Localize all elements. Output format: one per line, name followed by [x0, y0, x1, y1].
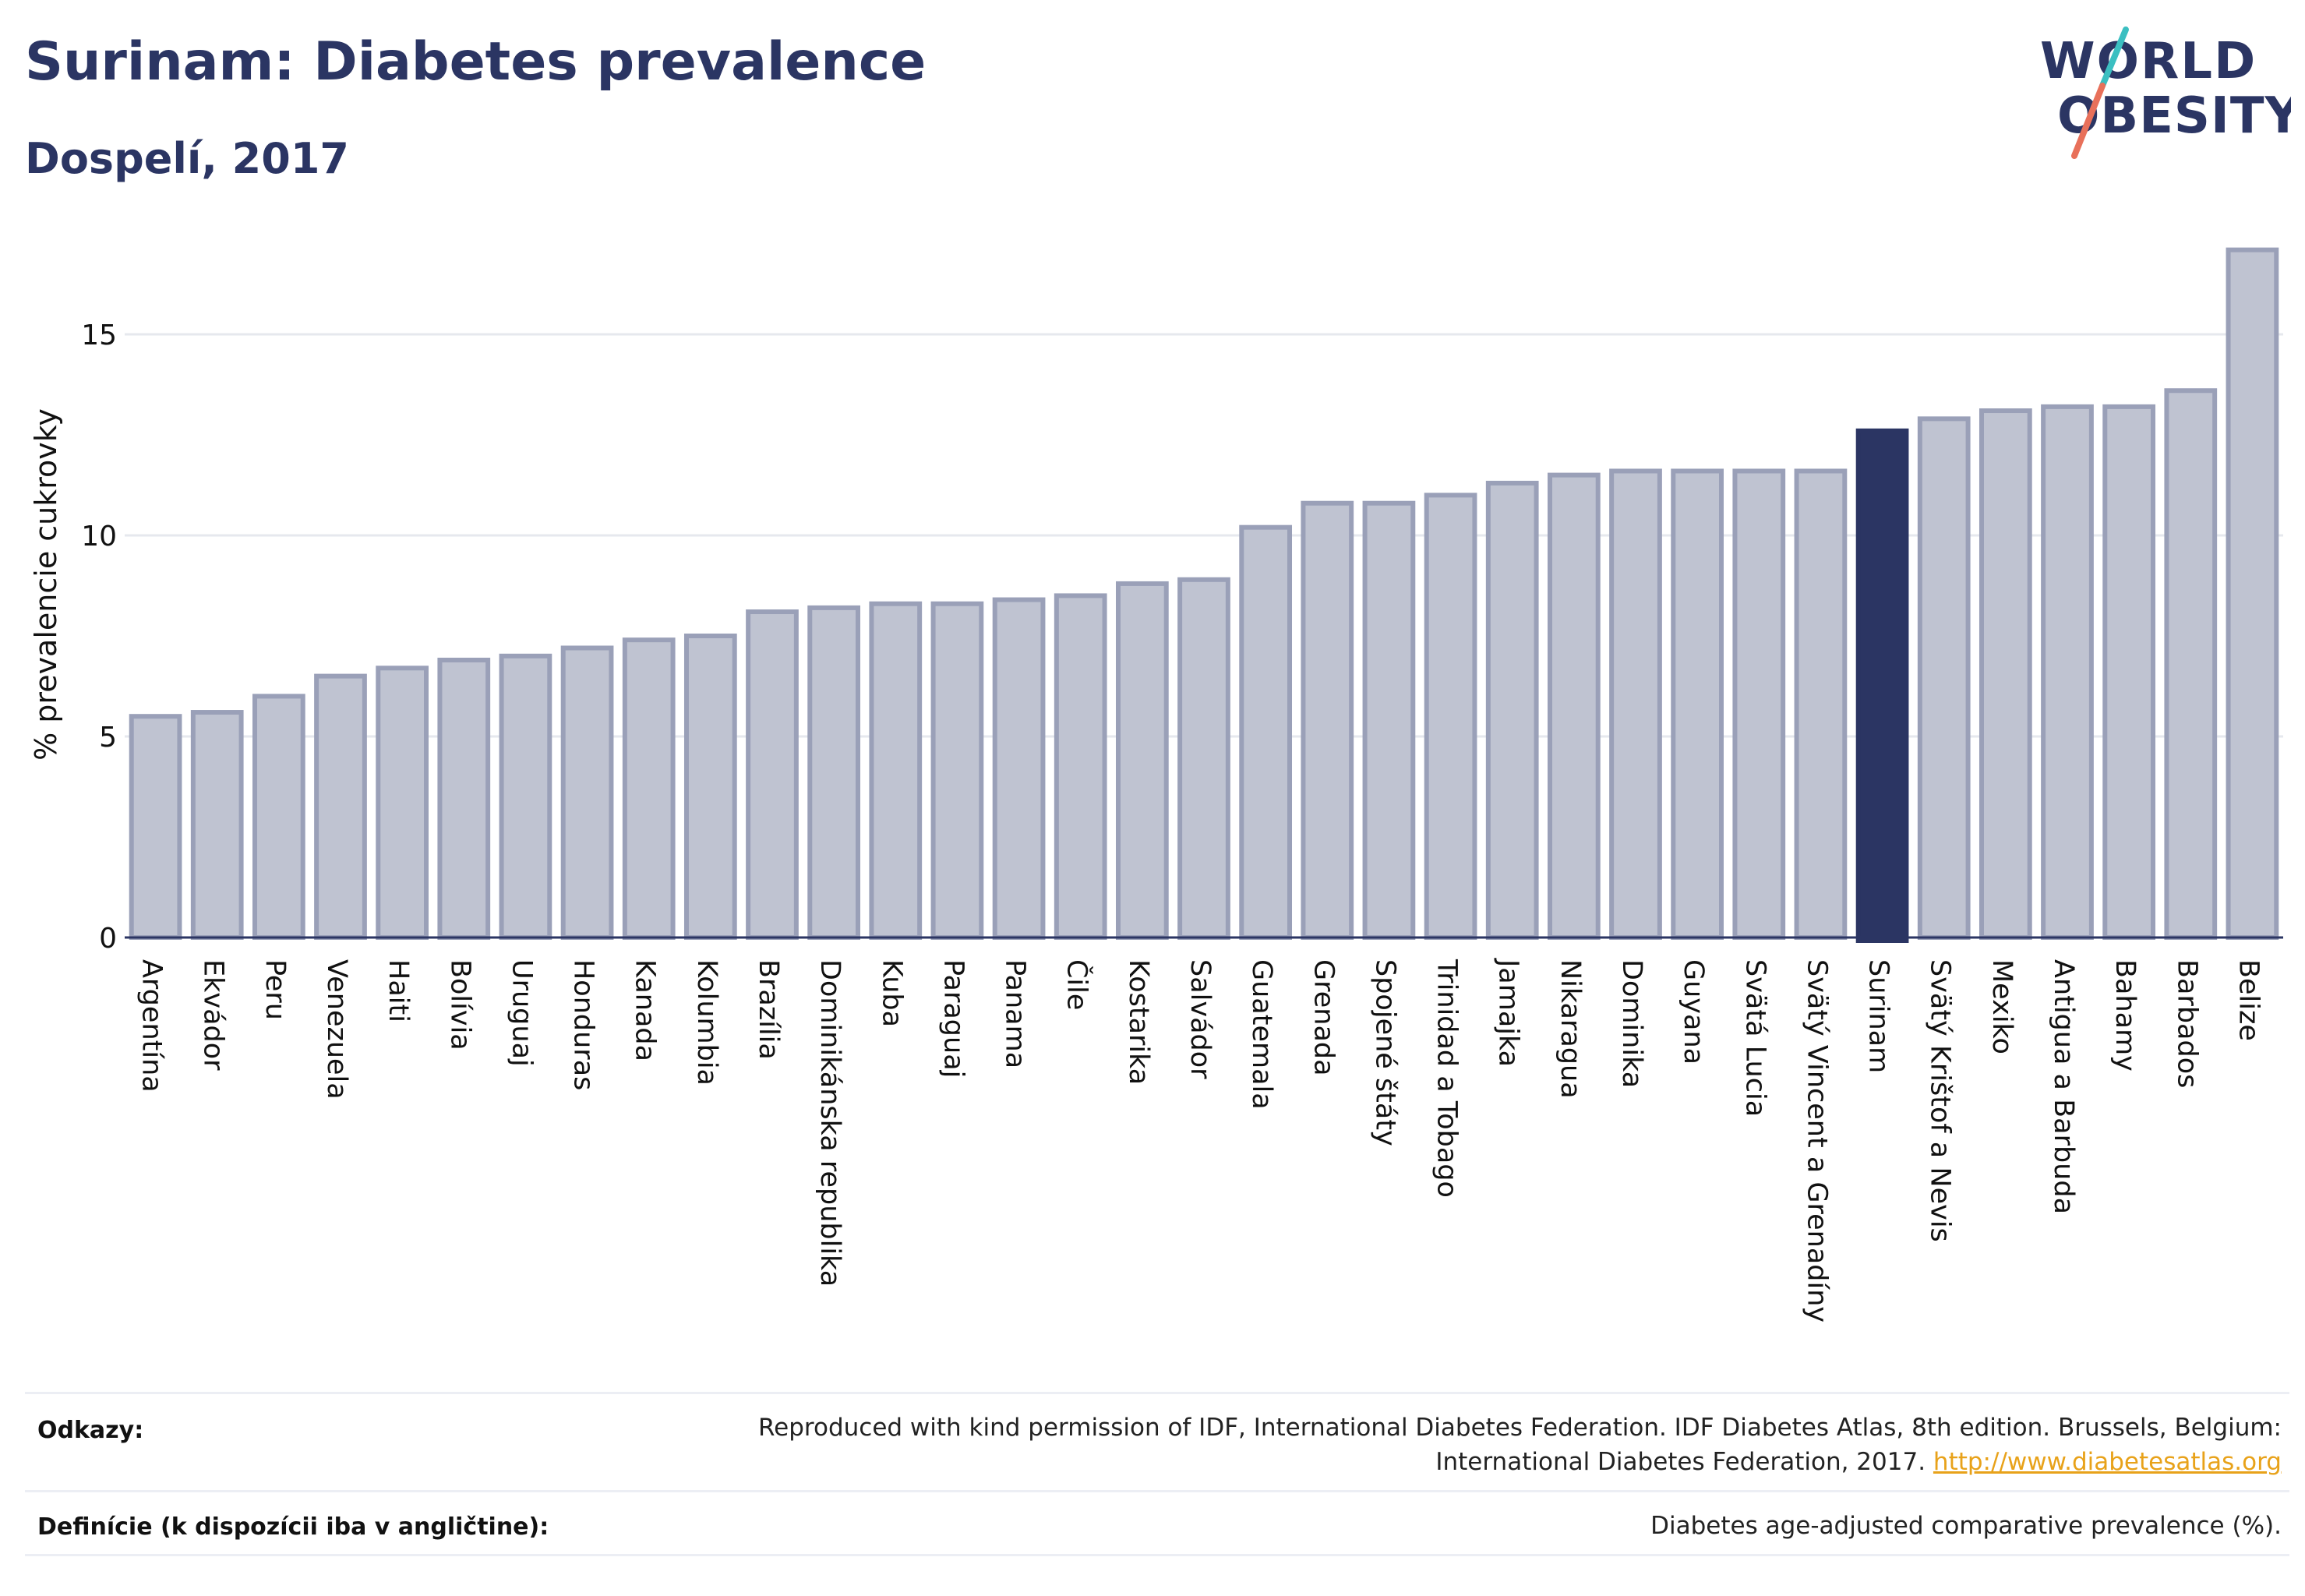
x-tick-labels: Argentína Ekvádor Peru Venezuela Haiti Bolívi… — [136, 958, 2264, 1322]
bar — [1301, 500, 1354, 940]
x-tick-label: Panama — [1000, 959, 1031, 1068]
references-line1: Reproduced with kind permission of IDF, … — [758, 1414, 2282, 1442]
bars — [129, 247, 2279, 943]
x-tick-label: Surinam — [1863, 959, 1894, 1073]
x-tick-label: Bahamy — [2109, 959, 2141, 1072]
bar — [1917, 416, 1971, 940]
bar-highlight — [1855, 428, 1909, 943]
bar — [1424, 493, 1477, 940]
x-tick-label: Mexiko — [1986, 959, 2017, 1054]
bar — [1794, 468, 1848, 940]
bar — [2164, 388, 2218, 940]
chart-title: Surinam: Diabetes prevalence — [25, 31, 927, 93]
bar — [252, 694, 305, 941]
y-axis-label: % prevalencie cukrovky — [29, 408, 63, 761]
x-tick-label: Paraguaj — [937, 959, 969, 1078]
references-label: Odkazy: — [37, 1417, 144, 1444]
bar — [869, 601, 923, 940]
x-tick-label: Svätý Vincent a Grenadíny — [1801, 959, 1832, 1322]
world-obesity-logo: WORLD OBESITY — [2040, 26, 2291, 159]
x-tick-label: Jamajka — [1493, 958, 1524, 1067]
bar — [1115, 581, 1169, 940]
bar — [2226, 247, 2279, 940]
definitions-text: Diabetes age-adjusted comparative preval… — [1650, 1512, 2282, 1540]
y-tick-labels: 0 5 10 15 — [81, 320, 117, 955]
x-tick-label: Kolumbia — [691, 959, 722, 1086]
bar — [622, 637, 676, 940]
bar — [2102, 404, 2156, 940]
x-tick-label: Haiti — [383, 959, 414, 1022]
x-tick-label: Nikaragua — [1555, 959, 1586, 1099]
x-tick-label: Trinidad a Tobago — [1431, 959, 1463, 1198]
x-tick-label: Salvádor — [1184, 959, 1216, 1079]
y-tick-label: 15 — [81, 320, 117, 351]
bar — [1054, 593, 1107, 941]
x-tick-label: Svätý Krištof a Nevis — [1925, 959, 1956, 1242]
x-tick-label: Čile — [1061, 959, 1094, 1010]
x-tick-label: Barbados — [2171, 959, 2202, 1088]
bar-chart: 0 5 10 15 Argentína Ekvádor Peru Venezuela Hait… — [29, 247, 2283, 1322]
bar — [314, 673, 367, 940]
bar — [683, 634, 737, 940]
footer-rule-top — [25, 1392, 2289, 1394]
bar — [499, 653, 552, 940]
footer-rule-middle — [25, 1490, 2289, 1492]
references-line2: International Diabetes Federation, 2017. — [1435, 1448, 1926, 1476]
bar — [1362, 500, 1416, 940]
bar — [1671, 468, 1724, 940]
y-tick-label: 10 — [81, 521, 117, 553]
references-text: Reproduced with kind permission of IDF, … — [758, 1411, 2282, 1479]
x-tick-label: Uruguaj — [506, 959, 537, 1067]
bar — [1978, 408, 2032, 940]
definitions-label: Definície (k dispozícii iba v angličtine… — [37, 1513, 549, 1541]
bar — [190, 710, 244, 940]
bar — [1732, 468, 1786, 940]
bar — [560, 645, 614, 940]
bar — [2041, 404, 2094, 940]
logo-line1: WORLD — [2040, 33, 2257, 90]
x-tick-label: Ekvádor — [198, 959, 229, 1071]
x-tick-label: Guyana — [1678, 959, 1709, 1065]
bar — [376, 666, 429, 941]
bar — [129, 714, 182, 940]
references-link[interactable]: http://www.diabetesatlas.org — [1933, 1448, 2282, 1476]
x-tick-label: Bolívia — [444, 959, 475, 1050]
x-tick-label: Dominikánska republika — [814, 959, 845, 1287]
bar — [930, 601, 984, 940]
bar — [807, 605, 861, 940]
chart-subtitle: Dospelí, 2017 — [25, 134, 349, 183]
x-tick-label: Svätá Lucia — [1739, 959, 1770, 1117]
x-tick-label: Peru — [259, 959, 291, 1020]
x-tick-label: Kuba — [876, 959, 907, 1027]
x-tick-label: Spojené štáty — [1369, 959, 1400, 1146]
y-tick-label: 5 — [99, 722, 117, 754]
x-tick-label: Kostarika — [1123, 959, 1154, 1085]
bar — [1609, 468, 1662, 940]
logo-slash-top — [2099, 26, 2129, 89]
bar — [437, 657, 491, 941]
x-tick-label: Venezuela — [321, 959, 352, 1100]
bar — [746, 609, 799, 940]
bar — [1547, 472, 1601, 940]
x-tick-label: Dominika — [1616, 959, 1647, 1088]
x-tick-label: Grenada — [1308, 959, 1339, 1076]
x-tick-label: Honduras — [568, 959, 599, 1090]
x-tick-label: Kanada — [630, 959, 661, 1061]
x-tick-label: Belize — [2233, 959, 2264, 1041]
logo-slash-bottom — [2071, 83, 2106, 159]
x-tick-label: Antigua a Barbuda — [2048, 959, 2079, 1214]
bar — [1239, 524, 1293, 940]
x-tick-label: Guatemala — [1246, 959, 1277, 1110]
y-tick-label: 0 — [99, 923, 117, 955]
footer-rule-bottom — [25, 1554, 2289, 1556]
x-tick-label: Brazília — [753, 959, 784, 1060]
bar — [1177, 577, 1230, 940]
bar — [992, 597, 1046, 940]
bar — [1485, 480, 1539, 940]
x-tick-label: Argentína — [136, 959, 168, 1093]
